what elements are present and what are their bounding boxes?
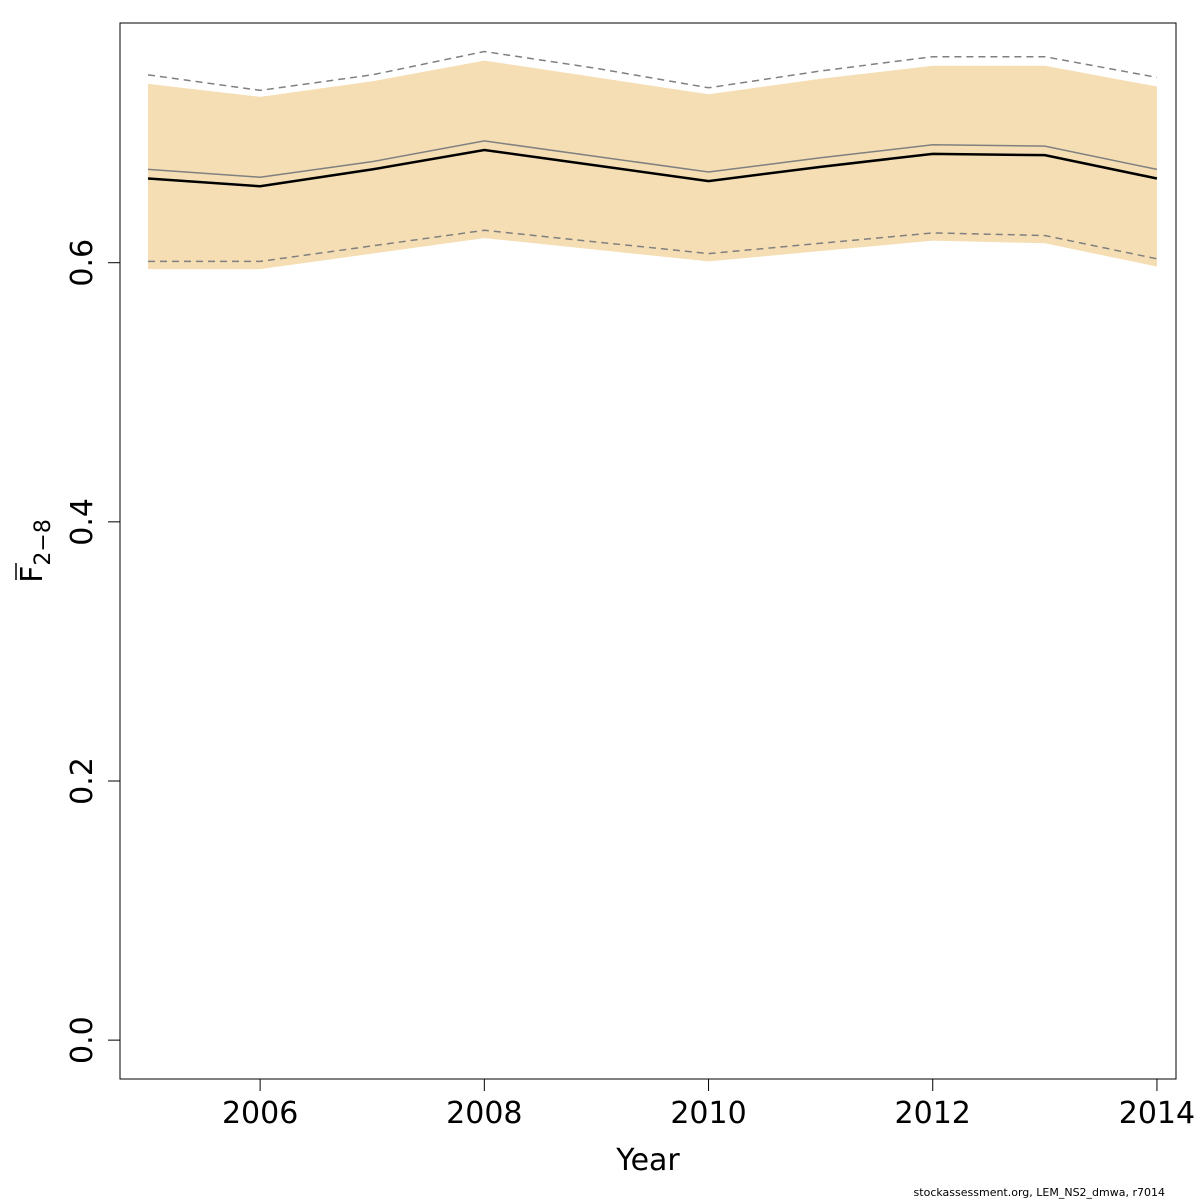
y-tick-label: 0.0 xyxy=(65,1016,100,1064)
x-tick-label: 2010 xyxy=(670,1096,746,1131)
y-axis-title: F2−8 xyxy=(15,519,56,583)
y-axis: 0.0 0.2 0.4 0.6 xyxy=(65,239,121,1064)
x-tick-label: 2014 xyxy=(1119,1096,1195,1131)
x-tick-label: 2008 xyxy=(446,1096,522,1131)
upper-bound-line xyxy=(147,50,1158,92)
y-tick-label: 0.2 xyxy=(65,757,100,805)
estimate-line xyxy=(147,148,1158,188)
credit-text: stockassessment.org, LEM_NS2_dmwa, r7014 xyxy=(914,1186,1165,1199)
svg-text:F2−8: F2−8 xyxy=(15,519,56,583)
series-layer xyxy=(147,50,1158,263)
y-axis-title-base: F xyxy=(15,566,50,583)
x-tick-label: 2012 xyxy=(895,1096,971,1131)
x-axis-title: Year xyxy=(615,1143,680,1178)
y-tick-label: 0.4 xyxy=(65,498,100,546)
x-tick-label: 2006 xyxy=(222,1096,298,1131)
y-axis-title-subscript: 2−8 xyxy=(31,519,56,565)
estimate-line-alt xyxy=(147,140,1158,178)
lower-bound-line xyxy=(148,229,1158,263)
x-axis: 2006 2008 2010 2012 2014 xyxy=(222,1078,1195,1131)
y-tick-label: 0.6 xyxy=(65,239,100,287)
